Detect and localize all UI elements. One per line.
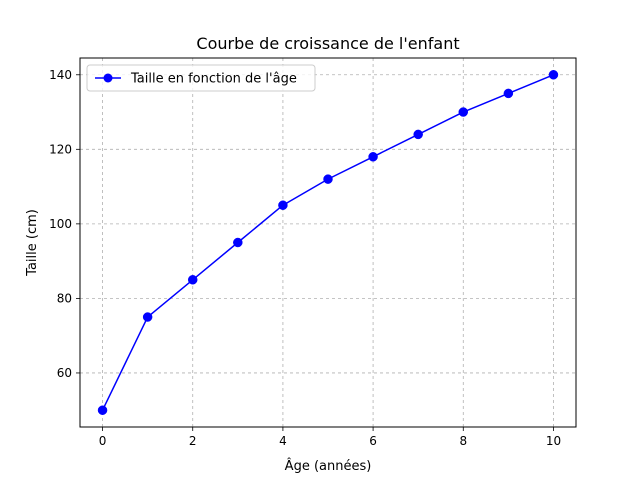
x-tick-label: 4 [279, 434, 287, 448]
data-point [187, 275, 198, 285]
data-point [278, 200, 288, 210]
x-axis-label: Âge (années) [285, 458, 372, 474]
data-point [142, 312, 153, 322]
y-tick-label: 140 [49, 68, 72, 82]
legend-label: Taille en fonction de l'âge [130, 72, 297, 87]
y-tick-label: 80 [57, 291, 72, 305]
data-point [503, 88, 514, 99]
grid [80, 58, 576, 427]
legend-box [86, 64, 316, 92]
data-point [548, 70, 559, 80]
x-tick-label: 10 [546, 434, 561, 448]
data-point [233, 237, 243, 248]
y-tick-label: 60 [57, 366, 72, 380]
data-point [368, 152, 378, 162]
plot-area-frame [79, 57, 577, 428]
legend: Taille en fonction de l'âge [86, 64, 316, 92]
series-layer [97, 70, 559, 415]
data-point [413, 129, 423, 140]
data-point [97, 405, 108, 415]
y-tick-label: 100 [49, 217, 72, 231]
y-axis-label: Taille (cm) [25, 209, 40, 277]
x-tick-label: 2 [189, 434, 197, 448]
data-point [323, 174, 333, 184]
chart-title: Courbe de croissance de l'enfant [196, 34, 459, 53]
y-tick-label: 120 [49, 142, 72, 156]
legend-marker-swatch [103, 73, 113, 83]
data-point [458, 107, 469, 117]
ticks: 0 2 4 6 8 10 60 80 100 120 140 [49, 68, 561, 448]
x-tick-label: 8 [459, 434, 467, 448]
x-tick-label: 0 [99, 434, 107, 448]
x-tick-label: 6 [369, 434, 377, 448]
